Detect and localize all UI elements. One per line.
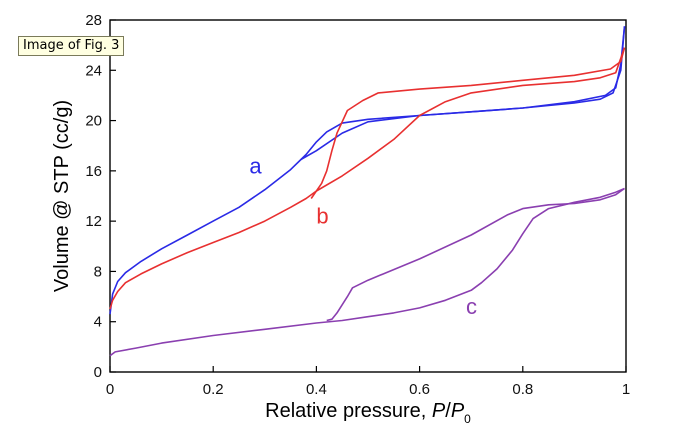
axis-ticks: 0 0.2 0.4 0.6 0.8 1 0 4 8 12 16 20 24 28 <box>85 12 630 398</box>
x-tick-label: 0 <box>106 381 114 398</box>
y-tick-label: 28 <box>85 12 102 29</box>
curves <box>109 26 626 357</box>
y-tick-label: 4 <box>94 314 102 331</box>
series-label-b: b <box>316 204 328 229</box>
y-tick-label: 12 <box>85 213 102 230</box>
x-tick-label: 0.8 <box>512 381 533 398</box>
x-tick-label: 0.4 <box>306 381 327 398</box>
y-tick-label: 0 <box>94 364 102 381</box>
series-c-desorption-line <box>326 187 625 322</box>
plot-frame <box>109 19 627 373</box>
series-c-adsorption-line <box>109 187 625 357</box>
x-tick-label: 0.2 <box>203 381 224 398</box>
series-label-c: c <box>466 294 477 319</box>
y-tick-label: 8 <box>94 263 102 280</box>
y-axis-label: Volume @ STP (cc/g) <box>51 100 73 292</box>
image-tooltip: Image of Fig. 3 <box>18 36 125 56</box>
curve-labels: a b c <box>249 153 477 319</box>
y-tick-label: 20 <box>85 113 102 130</box>
y-tick-label: 24 <box>85 62 102 79</box>
x-tick-label: 0.6 <box>409 381 430 398</box>
series-b-adsorption-line <box>109 47 626 310</box>
series-label-a: a <box>249 153 262 178</box>
x-axis-label: Relative pressure, P/P0 <box>265 400 471 426</box>
series-a-adsorption-line <box>109 26 626 315</box>
series-a-desorption-line <box>300 26 626 161</box>
series-b-desorption-line <box>310 47 626 199</box>
y-tick-label: 16 <box>85 163 102 180</box>
x-tick-label: 1 <box>622 381 630 398</box>
